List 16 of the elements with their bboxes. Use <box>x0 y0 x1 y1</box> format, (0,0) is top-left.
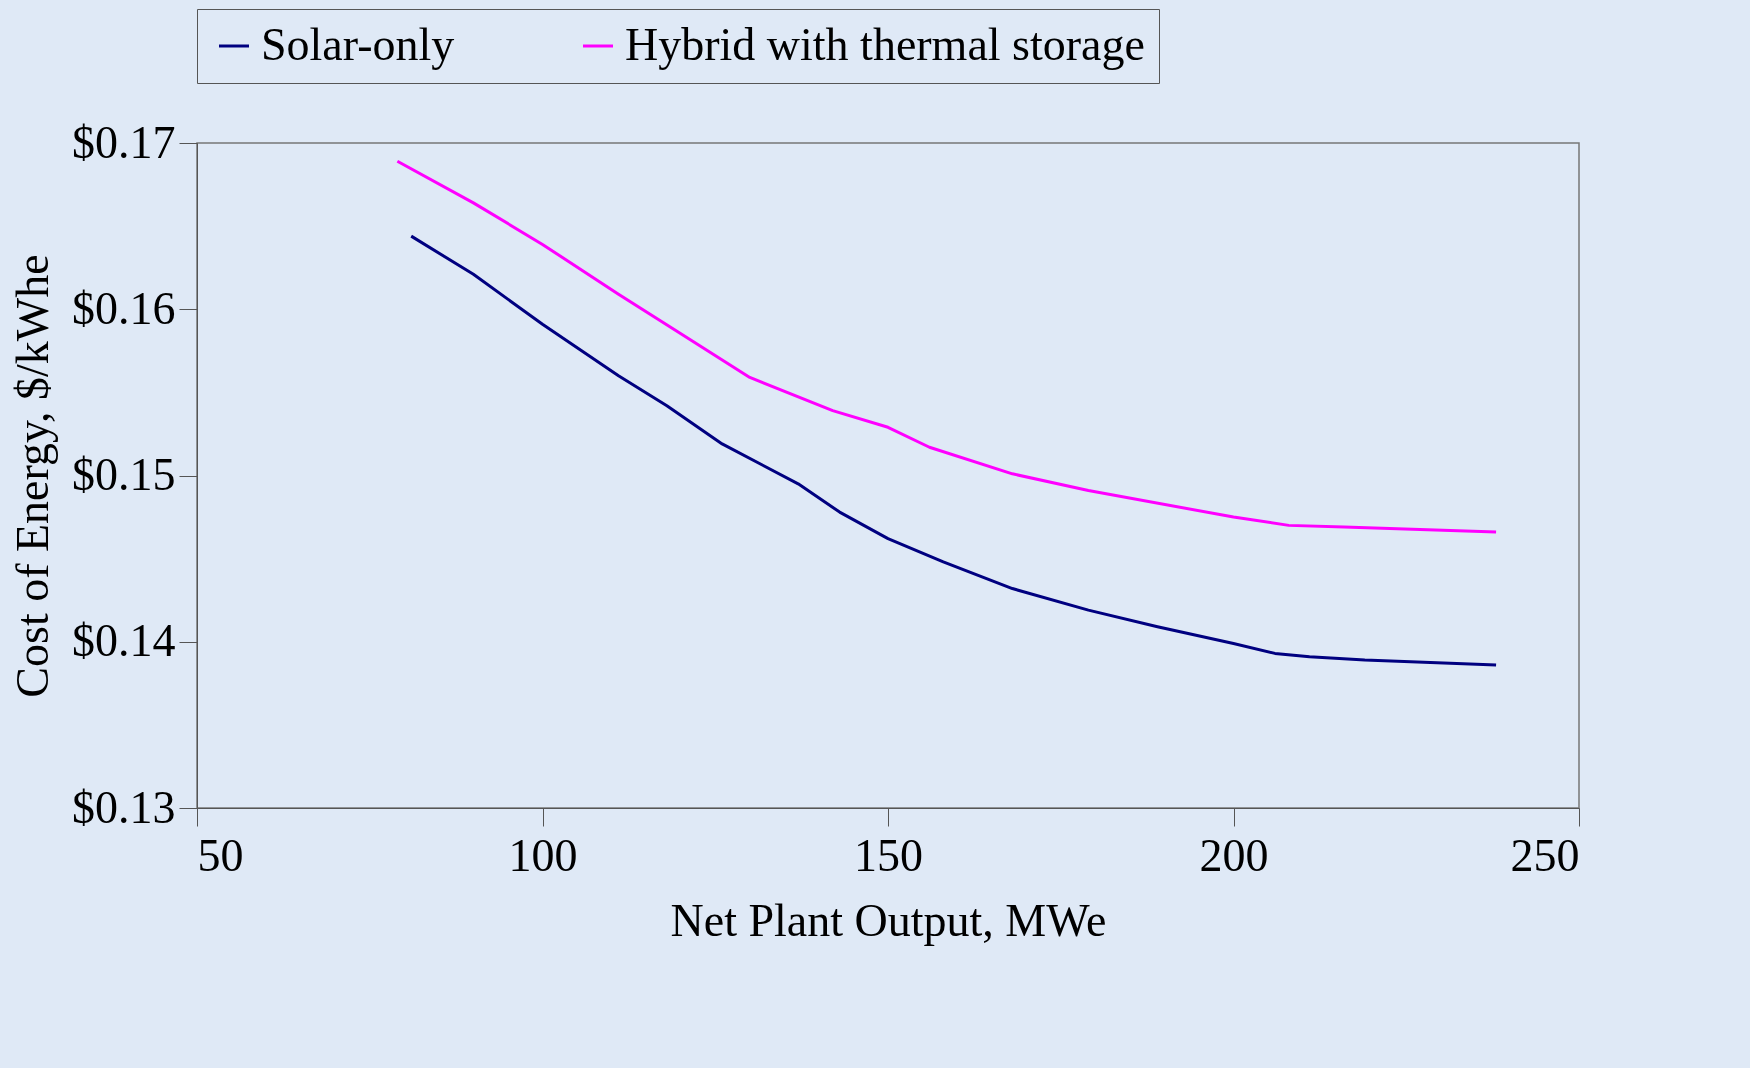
x-tick-label: 200 <box>1199 829 1269 881</box>
legend-label: Solar-only <box>261 19 455 70</box>
y-axis-title: Cost of Energy, $/kWhe <box>7 254 58 698</box>
x-tick-label: 100 <box>508 829 578 881</box>
line-series <box>409 234 1498 667</box>
y-tick-label: $0.16 <box>72 282 176 334</box>
x-tick-label: 250 <box>1510 829 1580 881</box>
y-tick-label: $0.15 <box>72 449 176 500</box>
y-tick-label: $0.14 <box>72 615 176 667</box>
y-tick-label: $0.13 <box>72 781 176 833</box>
y-tick-label: $0.17 <box>72 116 176 168</box>
x-tick-label: 50 <box>197 829 244 881</box>
line-series <box>395 159 1498 534</box>
x-axis-title: Net Plant Output, MWe <box>670 894 1107 946</box>
legend-label: Hybrid with thermal storage <box>625 19 1145 70</box>
x-tick-label: 150 <box>854 829 923 881</box>
